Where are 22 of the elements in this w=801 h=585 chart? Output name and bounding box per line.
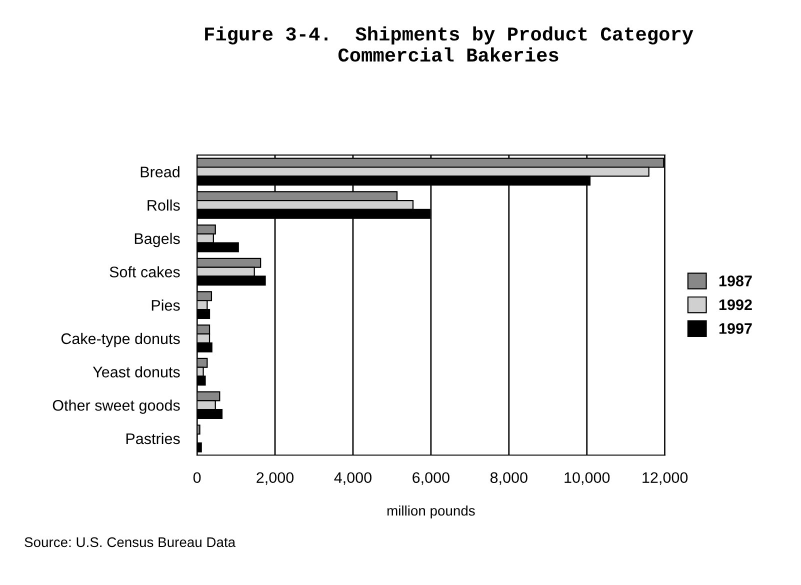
x-tick-label: 6,000	[412, 472, 450, 485]
source-note: Source: U.S. Census Bureau Data	[24, 537, 236, 548]
x-tick-label: 12,000	[642, 472, 688, 485]
y-tick-label: Pastries	[126, 432, 180, 444]
legend-label: 1992	[719, 299, 752, 310]
chart-title: Figure 3-4. Shipments by Product Category Commercial Bakeries	[205, 26, 694, 62]
y-tick-label: Bread	[140, 166, 180, 178]
legend-label: 1997	[719, 323, 752, 334]
y-tick-label: Rolls	[148, 200, 180, 211]
y-tick-label: Bagels	[134, 232, 180, 248]
y-tick-label: Cake-type donuts	[61, 332, 180, 348]
x-axis-title: million pounds	[387, 505, 475, 518]
y-tick-label: Pies	[152, 300, 180, 311]
x-tick-label: 2,000	[256, 472, 294, 485]
x-tick-label: 4,000	[334, 472, 372, 485]
x-tick-label: 8,000	[490, 472, 528, 485]
x-tick-label: 10,000	[564, 472, 610, 485]
y-tick-label: Soft cakes	[110, 266, 180, 278]
y-tick-label: Other sweet goods	[52, 400, 180, 414]
x-tick-label: 0	[193, 472, 201, 484]
legend-label: 1987	[719, 276, 752, 286]
y-tick-label: Yeast donuts	[92, 366, 180, 378]
